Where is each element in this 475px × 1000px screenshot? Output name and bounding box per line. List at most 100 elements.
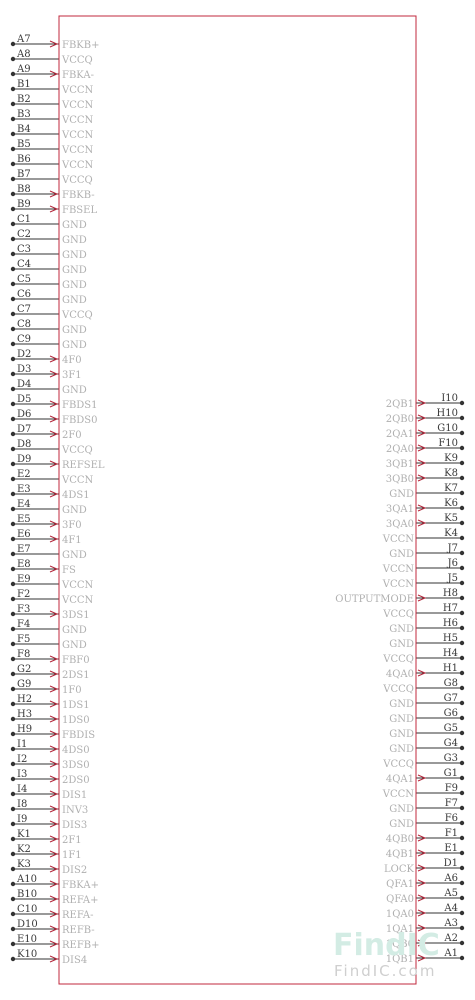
pin-endpoint-dot — [10, 641, 16, 647]
pin-d2: D2 4F0 — [10, 349, 82, 366]
pin-number: A3 — [443, 918, 458, 929]
pin-number: F3 — [17, 604, 30, 615]
pin-d8: D8 VCCQ — [10, 439, 93, 456]
pin-endpoint-dot — [10, 41, 16, 47]
pin-number: E7 — [17, 544, 31, 555]
pin-endpoint-dot — [459, 880, 465, 886]
pin-f7: F7 GND — [389, 798, 465, 815]
pin-endpoint-dot — [459, 415, 465, 421]
pin-e3: E3 4DS1 — [10, 484, 90, 501]
pin-number: G9 — [17, 679, 31, 690]
pin-number: A6 — [443, 873, 458, 884]
pin-name: GND — [389, 729, 414, 740]
pin-a4: A4 1QA0 — [386, 903, 465, 920]
pin-direction-arrow — [49, 760, 59, 768]
pin-number: H3 — [17, 709, 32, 720]
pin-c1: C1 GND — [10, 214, 87, 231]
pin-direction-arrow — [49, 460, 59, 468]
pin-number: F4 — [17, 619, 30, 630]
pin-endpoint-dot — [10, 821, 16, 827]
pin-endpoint-dot — [10, 551, 16, 557]
pin-b9: B9 FBSEL — [10, 199, 97, 216]
pin-name: VCCQ — [382, 684, 414, 695]
pin-number: E2 — [17, 469, 31, 480]
pin-g4: G4 GND — [389, 738, 465, 755]
pin-h6: H6 GND — [389, 618, 465, 635]
pin-i4: I4 DIS1 — [10, 784, 87, 801]
pin-d3: D3 3F1 — [10, 364, 82, 381]
pin-number: D4 — [17, 379, 31, 390]
pin-direction-arrow — [417, 924, 427, 932]
pin-number: B8 — [17, 184, 31, 195]
pin-name: 3DS0 — [62, 760, 90, 771]
pin-i9: I9 DIS3 — [10, 814, 87, 831]
pin-i10: I10 2QB1 — [386, 393, 465, 410]
pin-endpoint-dot — [10, 776, 16, 782]
pin-g9: G9 1F0 — [10, 679, 82, 696]
pin-endpoint-dot — [459, 715, 465, 721]
pin-d7: D7 2F0 — [10, 424, 82, 441]
pin-number: H5 — [443, 633, 458, 644]
pin-endpoint-dot — [10, 656, 16, 662]
pin-endpoint-dot — [10, 116, 16, 122]
pin-number: F1 — [445, 828, 458, 839]
pin-a2: A2 1QB0 — [386, 933, 465, 950]
pin-name: GND — [62, 550, 87, 561]
pin-e10: E10 REFB+ — [10, 934, 100, 951]
pin-name: 3DS1 — [62, 610, 90, 621]
pin-number: D9 — [17, 454, 31, 465]
pin-number: K3 — [17, 859, 31, 870]
pin-direction-arrow — [417, 669, 427, 677]
pin-c3: C3 GND — [10, 244, 87, 261]
pin-number: C7 — [17, 304, 31, 315]
pin-k4: K4 VCCN — [382, 528, 465, 545]
pin-name: 2QA0 — [386, 444, 414, 455]
pin-name: VCCQ — [61, 445, 93, 456]
pin-direction-arrow — [49, 430, 59, 438]
pin-name: GND — [389, 489, 414, 500]
pin-direction-arrow — [417, 474, 427, 482]
pin-number: H2 — [17, 694, 32, 705]
pin-endpoint-dot — [10, 101, 16, 107]
pin-f8: F8 FBF0 — [10, 649, 90, 666]
pin-number: G1 — [444, 768, 458, 779]
pin-name: DIS3 — [62, 820, 87, 831]
pin-name: GND — [62, 625, 87, 636]
pin-name: 3QB0 — [386, 474, 414, 485]
pin-k6: K6 3QA1 — [386, 498, 465, 515]
pin-e2: E2 VCCN — [10, 469, 94, 486]
pin-number: D5 — [17, 394, 31, 405]
pin-direction-arrow — [49, 370, 59, 378]
pin-e4: E4 GND — [10, 499, 87, 516]
pin-number: E3 — [17, 484, 31, 495]
pin-number: A4 — [443, 903, 458, 914]
pin-number: K1 — [17, 829, 31, 840]
pin-h1: H1 4QA0 — [386, 663, 465, 680]
pin-endpoint-dot — [459, 925, 465, 931]
pin-c7: C7 VCCQ — [10, 304, 93, 321]
pin-number: D1 — [444, 858, 458, 869]
pin-name: FBSEL — [62, 205, 97, 216]
pin-b7: B7 VCCQ — [10, 169, 93, 186]
pin-name: 2F1 — [62, 835, 82, 846]
pin-endpoint-dot — [10, 356, 16, 362]
pin-h7: H7 VCCQ — [382, 603, 465, 620]
pin-number: A9 — [16, 64, 31, 75]
pin-a9: A9 FBKA- — [10, 64, 94, 81]
pin-direction-arrow — [49, 700, 59, 708]
pin-g2: G2 2DS1 — [10, 664, 90, 681]
pin-name: 3QB1 — [386, 459, 414, 470]
pin-direction-arrow — [49, 205, 59, 213]
pin-e6: E6 4F1 — [10, 529, 82, 546]
pin-b4: B4 VCCN — [10, 124, 94, 141]
pin-number: A1 — [443, 948, 458, 959]
pin-endpoint-dot — [10, 626, 16, 632]
pin-number: C5 — [17, 274, 31, 285]
pin-endpoint-dot — [459, 850, 465, 856]
pin-endpoint-dot — [459, 790, 465, 796]
pin-endpoint-dot — [10, 521, 16, 527]
pin-endpoint-dot — [10, 866, 16, 872]
pin-name: GND — [389, 549, 414, 560]
pin-endpoint-dot — [459, 805, 465, 811]
